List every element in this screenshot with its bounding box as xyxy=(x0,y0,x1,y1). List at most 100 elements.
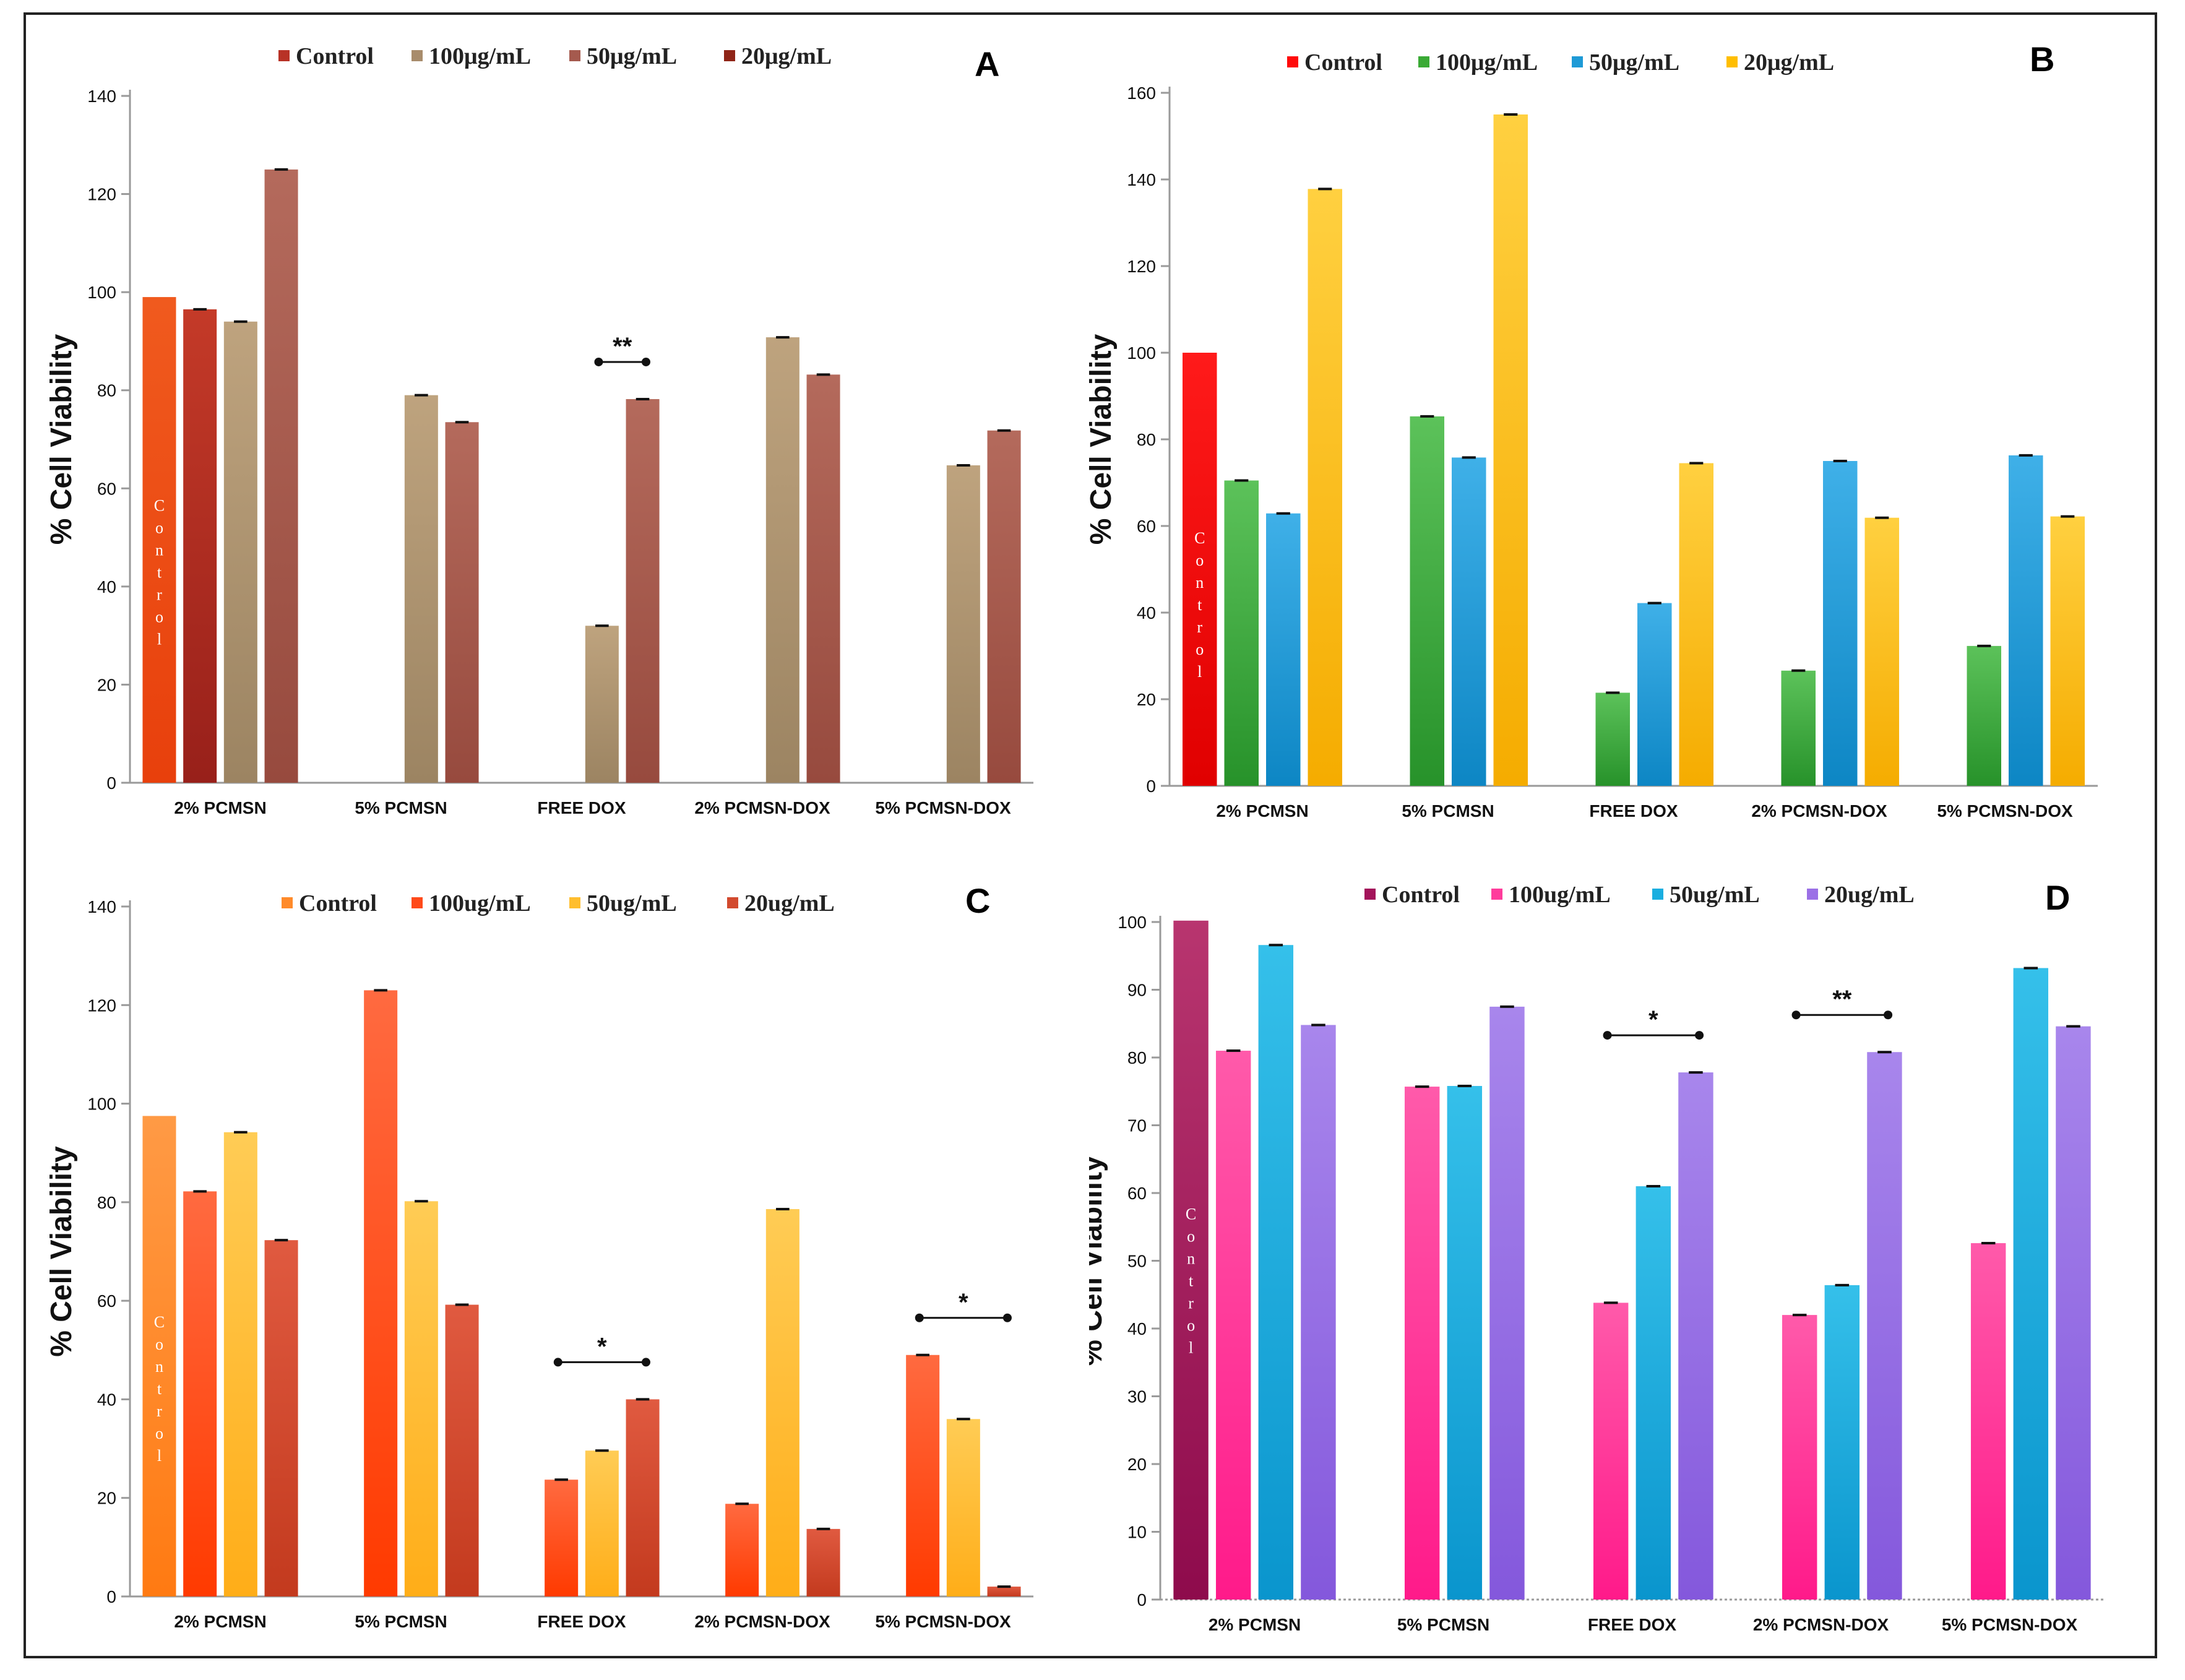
bar-label-c-control-4: r xyxy=(157,1402,162,1420)
x-tick-label-b-5-pcmsn: 5% PCMSN xyxy=(1402,801,1494,820)
significance-label-d-2-pcmsn-dox: ** xyxy=(1832,986,1852,1013)
x-tick-label-b-free-dox: FREE DOX xyxy=(1589,801,1678,820)
legend-swatch-b-control xyxy=(1287,56,1298,67)
bar-c-control xyxy=(142,1116,176,1596)
bar-c-5-pcmsn-dox-100ug-ml xyxy=(906,1355,940,1596)
bar-label-d-control-0: C xyxy=(1186,1205,1196,1223)
y-tick-label-b-160: 160 xyxy=(1127,84,1156,103)
bar-b-5-pcmsn-dox-100-g-ml xyxy=(1967,645,2001,786)
bar-a-2-pcmsn-50-g-ml xyxy=(223,321,257,783)
y-tick-label-d-40: 40 xyxy=(1127,1319,1147,1338)
legend-swatch-c-20ug-ml xyxy=(727,897,738,908)
significance-dot-right-d-free-dox xyxy=(1695,1031,1704,1040)
y-tick-label-d-100: 100 xyxy=(1118,913,1147,932)
y-axis-label-c: % Cell Viability xyxy=(45,1146,78,1357)
x-tick-label-b-2-pcmsn: 2% PCMSN xyxy=(1216,801,1308,820)
significance-dot-right-a-free-dox xyxy=(641,357,650,366)
y-tick-label-a-20: 20 xyxy=(97,675,116,694)
bar-c-5-pcmsn-dox-50ug-ml xyxy=(946,1419,980,1596)
legend-swatch-b-100-g-ml xyxy=(1418,56,1429,67)
x-tick-label-a-5-pcmsn-dox: 5% PCMSN-DOX xyxy=(875,798,1011,817)
bar-d-2-pcmsn-dox-50ug-ml xyxy=(1824,1285,1860,1600)
x-tick-label-a-5-pcmsn: 5% PCMSN xyxy=(355,798,447,817)
bar-label-a-control-5: o xyxy=(155,608,163,626)
bar-c-2-pcmsn-dox-100ug-ml xyxy=(725,1504,759,1596)
y-tick-label-d-70: 70 xyxy=(1127,1116,1147,1135)
bar-label-d-control-2: n xyxy=(1187,1250,1195,1268)
bar-label-b-control-3: t xyxy=(1197,596,1202,614)
bar-label-b-control-6: l xyxy=(1197,663,1202,681)
y-tick-label-a-60: 60 xyxy=(97,479,116,498)
bar-c-2-pcmsn-dox-50ug-ml xyxy=(765,1209,799,1596)
y-tick-label-a-40: 40 xyxy=(97,577,116,597)
bar-d-free-dox-50ug-ml xyxy=(1636,1186,1671,1600)
bar-a-5-pcmsn-50-g-ml xyxy=(404,395,438,783)
y-axis-label-b: % Cell Viability xyxy=(1089,334,1118,545)
y-axis-label-a: % Cell Viability xyxy=(45,334,78,545)
x-tick-label-c-2-pcmsn: 2% PCMSN xyxy=(174,1612,266,1631)
legend-label-b-20-g-ml: 20μg/mL xyxy=(1744,50,1834,75)
bar-a-5-pcmsn-dox-20-g-ml xyxy=(987,430,1021,783)
y-tick-label-a-120: 120 xyxy=(87,185,116,204)
x-tick-label-d-5-pcmsn: 5% PCMSN xyxy=(1397,1615,1489,1634)
bar-b-5-pcmsn-100-g-ml xyxy=(1410,416,1444,786)
bar-c-2-pcmsn-100ug-ml xyxy=(183,1191,217,1596)
y-tick-label-a-80: 80 xyxy=(97,381,116,400)
bar-a-2-pcmsn-dox-20-g-ml xyxy=(806,374,840,783)
y-tick-label-c-140: 140 xyxy=(87,897,116,916)
bar-b-free-dox-100-g-ml xyxy=(1595,692,1630,786)
bar-label-d-control-5: o xyxy=(1187,1317,1195,1335)
bar-label-c-control-6: l xyxy=(157,1447,162,1465)
bar-label-b-control-2: n xyxy=(1196,574,1204,592)
bar-d-free-dox-100ug-ml xyxy=(1593,1303,1629,1600)
y-tick-label-d-10: 10 xyxy=(1127,1523,1147,1542)
y-tick-label-d-80: 80 xyxy=(1127,1048,1147,1067)
y-axis-label-d: % Cell Viability xyxy=(1089,1155,1108,1366)
x-tick-label-c-5-pcmsn: 5% PCMSN xyxy=(355,1612,447,1631)
y-tick-label-d-60: 60 xyxy=(1127,1184,1147,1203)
x-tick-label-a-2-pcmsn-dox: 2% PCMSN-DOX xyxy=(694,798,830,817)
y-tick-label-c-20: 20 xyxy=(97,1489,116,1508)
bar-d-2-pcmsn-50ug-ml xyxy=(1258,945,1294,1600)
y-tick-label-b-80: 80 xyxy=(1137,430,1156,449)
bar-b-2-pcmsn-100-g-ml xyxy=(1224,480,1259,786)
y-tick-label-c-0: 0 xyxy=(106,1587,116,1606)
y-tick-label-c-100: 100 xyxy=(87,1095,116,1114)
x-tick-label-c-free-dox: FREE DOX xyxy=(537,1612,626,1631)
bar-label-d-control-1: o xyxy=(1187,1228,1195,1246)
y-tick-label-b-120: 120 xyxy=(1127,257,1156,276)
bar-b-2-pcmsn-50-g-ml xyxy=(1266,513,1301,786)
x-tick-label-b-5-pcmsn-dox: 5% PCMSN-DOX xyxy=(1937,801,2073,820)
legend-label-b-100-g-ml: 100μg/mL xyxy=(1436,50,1538,75)
y-tick-label-a-0: 0 xyxy=(106,773,116,793)
significance-dot-left-d-2-pcmsn-dox xyxy=(1791,1010,1801,1020)
bar-label-c-control-3: t xyxy=(157,1380,162,1398)
significance-label-d-free-dox: * xyxy=(1648,1006,1658,1033)
legend-label-c-20ug-ml: 20ug/mL xyxy=(744,890,835,916)
bar-d-5-pcmsn-dox-50ug-ml xyxy=(2013,968,2049,1600)
bar-b-control xyxy=(1183,353,1217,786)
bar-d-2-pcmsn-dox-100ug-ml xyxy=(1782,1315,1817,1600)
legend-swatch-a-20-g-ml xyxy=(724,50,735,61)
panel-letter-b: B xyxy=(2030,40,2054,79)
bar-d-2-pcmsn-100ug-ml xyxy=(1215,1051,1251,1600)
x-tick-label-d-free-dox: FREE DOX xyxy=(1588,1615,1676,1634)
legend-swatch-a-50-g-ml xyxy=(569,50,580,61)
bar-d-free-dox-20ug-ml xyxy=(1678,1072,1713,1600)
legend-swatch-d-50ug-ml xyxy=(1652,889,1663,900)
y-tick-label-b-140: 140 xyxy=(1127,170,1156,189)
legend-swatch-d-control xyxy=(1364,889,1376,900)
bar-c-2-pcmsn-dox-20ug-ml xyxy=(806,1528,840,1596)
bar-d-2-pcmsn-20ug-ml xyxy=(1301,1025,1336,1600)
bar-label-a-control-1: o xyxy=(155,519,163,536)
bar-a-5-pcmsn-20-g-ml xyxy=(445,422,479,783)
bar-d-5-pcmsn-dox-100ug-ml xyxy=(1970,1243,2006,1600)
y-tick-label-d-90: 90 xyxy=(1127,981,1147,1000)
bar-a-5-pcmsn-dox-50-g-ml xyxy=(946,465,980,783)
bar-label-d-control-3: t xyxy=(1189,1272,1194,1290)
bar-c-2-pcmsn-50ug-ml xyxy=(223,1132,257,1596)
chart-d: 0 10 20 30 40 50 60 70 80 90 100 % Cell Viability Co… xyxy=(1089,878,2104,1634)
